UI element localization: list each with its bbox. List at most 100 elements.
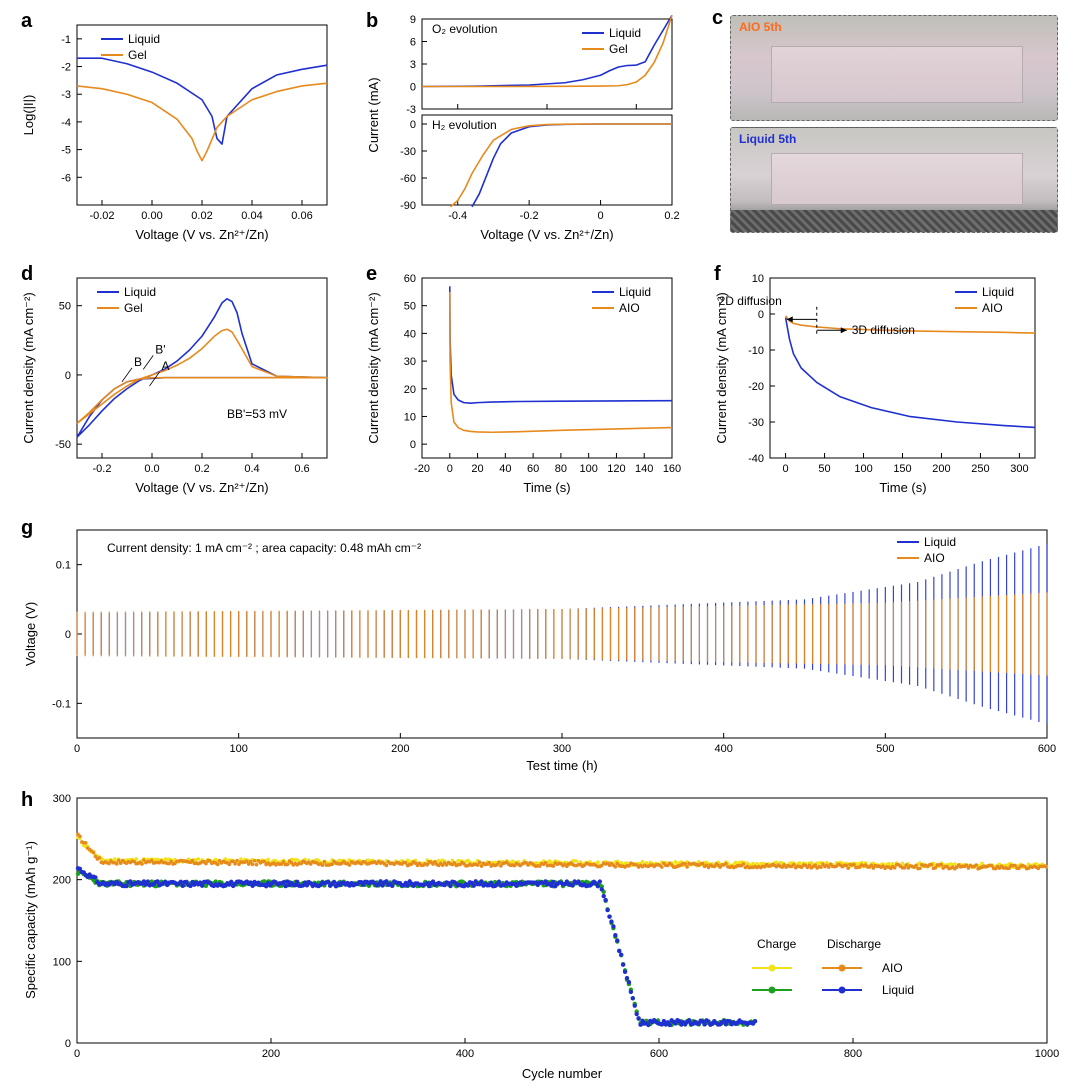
svg-text:A: A [162,359,170,373]
svg-text:Current density: 1 mA cm⁻² ; a: Current density: 1 mA cm⁻² ; area capaci… [107,541,421,555]
svg-text:BB'=53 mV: BB'=53 mV [227,407,287,421]
svg-text:0: 0 [410,119,416,131]
svg-text:-5: -5 [61,145,71,157]
svg-text:Gel: Gel [609,42,628,56]
svg-text:160: 160 [663,463,681,475]
svg-text:AIO: AIO [619,301,640,315]
svg-text:0: 0 [410,439,416,451]
svg-text:800: 800 [844,1048,862,1060]
svg-text:O₂ evolution: O₂ evolution [432,22,497,36]
svg-text:-0.4: -0.4 [448,210,467,222]
panel-g-xlabel: Test time (h) [526,758,598,773]
panel-a-plot: -0.020.000.020.040.06-6-5-4-3-2-1LiquidG… [61,25,327,222]
svg-text:Liquid: Liquid [882,983,914,997]
svg-text:400: 400 [456,1048,474,1060]
svg-text:-4: -4 [61,117,71,129]
svg-text:0: 0 [783,463,789,475]
panel-a: a -0.020.000.020.040.06-6-5-4-3-2-1Liqui… [15,5,345,250]
svg-text:-3: -3 [406,104,416,116]
panel-g-ylabel: Voltage (V) [23,602,38,666]
svg-text:200: 200 [932,463,950,475]
svg-text:Gel: Gel [124,301,143,315]
svg-text:300: 300 [53,793,71,805]
svg-text:Liquid: Liquid [924,535,956,549]
svg-text:-40: -40 [748,453,764,465]
svg-text:AIO: AIO [882,961,903,975]
svg-text:0: 0 [758,309,764,321]
svg-text:Charge: Charge [757,937,797,951]
svg-text:100: 100 [53,956,71,968]
svg-text:0: 0 [74,743,80,755]
svg-text:30: 30 [404,356,416,368]
svg-text:10: 10 [404,411,416,423]
panel-d-ylabel: Current density (mA cm⁻²) [21,292,36,443]
svg-text:300: 300 [1010,463,1028,475]
svg-text:Liquid: Liquid [609,26,641,40]
svg-text:-20: -20 [748,381,764,393]
svg-text:Discharge: Discharge [827,937,881,951]
svg-text:100: 100 [854,463,872,475]
svg-text:200: 200 [391,743,409,755]
svg-text:50: 50 [59,301,71,313]
svg-text:6: 6 [410,37,416,49]
panel-a-label: a [21,10,33,32]
svg-text:0.02: 0.02 [191,210,212,222]
svg-text:250: 250 [971,463,989,475]
panel-e-xlabel: Time (s) [523,480,570,495]
svg-text:0.2: 0.2 [194,463,209,475]
panel-e-label: e [366,263,377,285]
svg-text:-90: -90 [400,200,416,212]
svg-text:40: 40 [404,328,416,340]
panel-f-label: f [714,263,721,285]
panel-h-plot: 020040060080010000100200300ChargeDischar… [53,793,1060,1060]
svg-text:0: 0 [74,1048,80,1060]
svg-text:3D diffusion: 3D diffusion [852,323,915,337]
panel-a-xlabel: Voltage (V vs. Zn²⁺/Zn) [135,227,268,242]
panel-h: h 020040060080010000100200300ChargeDisch… [15,784,1065,1084]
svg-text:100: 100 [579,463,597,475]
svg-text:-0.1: -0.1 [52,698,71,710]
svg-text:20: 20 [404,384,416,396]
svg-text:50: 50 [404,301,416,313]
svg-text:-2: -2 [61,62,71,74]
svg-text:200: 200 [53,875,71,887]
svg-text:0: 0 [598,210,604,222]
svg-text:80: 80 [555,463,567,475]
svg-text:500: 500 [876,743,894,755]
svg-text:0.00: 0.00 [141,210,162,222]
svg-text:0.2: 0.2 [664,210,679,222]
panel-h-label: h [21,789,33,811]
panel-c: c AIO 5th Liquid 5th [708,5,1063,240]
panel-c-label: c [712,7,723,30]
svg-text:0: 0 [410,82,416,94]
svg-text:0: 0 [447,463,453,475]
svg-text:Liquid: Liquid [128,32,160,46]
panel-c-photo-bot: Liquid 5th [730,127,1058,233]
panel-e-ylabel: Current density (mA cm⁻²) [366,292,381,443]
svg-text:-60: -60 [400,173,416,185]
svg-text:600: 600 [1038,743,1056,755]
svg-text:Liquid: Liquid [619,285,651,299]
svg-text:0.4: 0.4 [244,463,259,475]
svg-text:-50: -50 [55,439,71,451]
panel-e-plot: -200204060801001201401600102030405060Liq… [404,273,681,475]
svg-text:0: 0 [65,629,71,641]
svg-text:AIO: AIO [982,301,1003,315]
svg-text:200: 200 [262,1048,280,1060]
panel-b-top: 1.522.5-30369O₂ evolutionLiquidGel [406,14,672,126]
svg-text:-20: -20 [414,463,430,475]
svg-text:B: B [134,355,142,369]
panel-h-xlabel: Cycle number [522,1066,603,1081]
svg-text:0.1: 0.1 [56,560,71,572]
svg-text:300: 300 [553,743,571,755]
svg-text:100: 100 [229,743,247,755]
svg-text:Liquid: Liquid [124,285,156,299]
panel-g-plot: 0100200300400500600-0.100.1Current densi… [52,530,1056,755]
svg-text:-0.02: -0.02 [89,210,114,222]
panel-d: d -0.20.00.20.40.6-50050LiquidGelBB'=53 … [15,258,345,503]
svg-text:1000: 1000 [1035,1048,1059,1060]
svg-text:20: 20 [471,463,483,475]
svg-text:0.06: 0.06 [291,210,312,222]
svg-text:0.04: 0.04 [241,210,262,222]
panel-d-plot: -0.20.00.20.40.6-50050LiquidGelBB'=53 mV… [55,278,327,475]
